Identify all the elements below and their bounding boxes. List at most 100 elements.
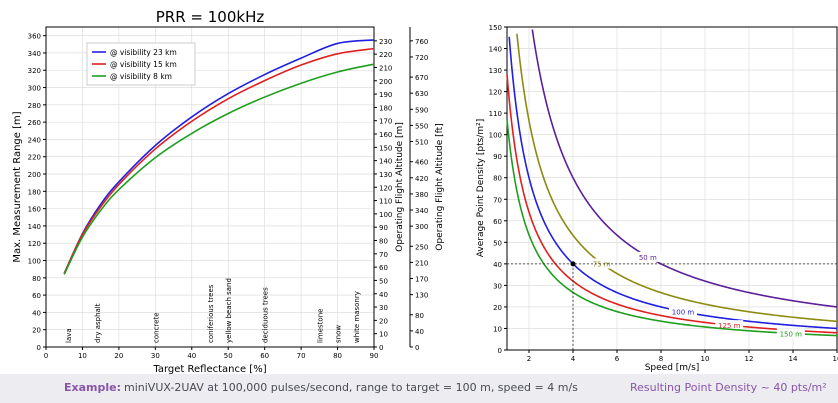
y-tick-label: 80 xyxy=(32,275,41,283)
density-curve xyxy=(531,29,838,308)
curve-label: 150 m xyxy=(780,330,803,338)
right-tick-label-m: 50 xyxy=(379,277,388,285)
y-tick-label: 100 xyxy=(28,258,41,266)
y-tick-label: 90 xyxy=(493,153,502,161)
curve-label: 125 m xyxy=(718,322,741,330)
right-tick-label-m: 110 xyxy=(379,198,392,206)
right-tick-label-m: 100 xyxy=(379,211,392,219)
right-tick-label-ft: 510 xyxy=(415,139,428,147)
right-tick-label-ft: 0 xyxy=(415,344,419,352)
y-tick-label: 0 xyxy=(498,347,502,355)
y-tick-label: 100 xyxy=(489,132,502,140)
right-tick-label-ft: 550 xyxy=(415,122,428,130)
surface-label: dry asphalt xyxy=(94,303,102,343)
y-tick-label: 140 xyxy=(489,46,502,54)
right-y-axis-label: Average Point Density [pts/m²] xyxy=(476,119,486,257)
right-grid xyxy=(507,26,838,351)
x-tick-label: 2 xyxy=(527,355,531,363)
right-tick-label-m: 220 xyxy=(379,51,392,59)
y-tick-label: 60 xyxy=(493,218,502,226)
surface-label: coniferious trees xyxy=(207,284,215,343)
y-tick-label: 40 xyxy=(493,261,502,269)
x-tick-label: 40 xyxy=(187,352,196,360)
right-tick-label-m: 40 xyxy=(379,291,388,299)
example-label: Example: xyxy=(64,381,121,394)
right-tick-label-m: 10 xyxy=(379,331,388,339)
right-tick-label-ft: 720 xyxy=(415,54,428,62)
right-tick-label-m: 210 xyxy=(379,64,392,72)
surface-label: white masonry xyxy=(353,291,361,343)
y-tick-label: 30 xyxy=(493,282,502,290)
left-series xyxy=(63,39,375,275)
right-tick-label-ft: 210 xyxy=(415,259,428,267)
surface-label: lava xyxy=(65,328,73,343)
y-tick-label: 220 xyxy=(28,154,41,162)
y-tick-label: 300 xyxy=(28,85,41,93)
y-tick-label: 40 xyxy=(32,309,41,317)
right-tick-label-m: 30 xyxy=(379,304,388,312)
right-tick-label-m: 200 xyxy=(379,78,392,86)
curve-label: 100 m xyxy=(672,309,695,317)
right-tick-label-ft: 630 xyxy=(415,90,428,98)
right-tick-label-m: 160 xyxy=(379,131,392,139)
right-x-ticks: 2 4 6 8 10 12 14 16 xyxy=(527,350,838,363)
right-tick-label-m: 120 xyxy=(379,184,392,192)
surface-label: yellow beach sand xyxy=(225,278,233,343)
surface-label: deciduous trees xyxy=(262,287,270,343)
series-line xyxy=(63,39,375,274)
example-bar xyxy=(0,374,838,403)
left-x-ticks: 0 10 20 30 40 50 60 70 80 90 xyxy=(44,347,379,360)
right-axis-label-ft: Operating Flight Altitude [ft] xyxy=(435,123,445,250)
right-tick-label-m: 230 xyxy=(379,38,392,46)
y-tick-label: 120 xyxy=(28,240,41,248)
x-tick-label: 0 xyxy=(44,352,48,360)
surface-label: concrete xyxy=(152,313,160,344)
y-tick-label: 280 xyxy=(28,102,41,110)
curve-label-bg xyxy=(776,328,805,339)
y-tick-label: 140 xyxy=(28,223,41,231)
y-tick-label: 20 xyxy=(32,327,41,335)
x-tick-label: 80 xyxy=(333,352,342,360)
density-curve xyxy=(506,119,838,337)
x-tick-label: 12 xyxy=(745,355,754,363)
x-tick-label: 70 xyxy=(297,352,306,360)
y-tick-label: 60 xyxy=(32,292,41,300)
right-tick-label-m: 70 xyxy=(379,251,388,259)
y-tick-label: 20 xyxy=(493,304,502,312)
x-tick-label: 90 xyxy=(370,352,379,360)
y-tick-label: 240 xyxy=(28,136,41,144)
left-y-axis-label: Max. Measurement Range [m] xyxy=(12,111,23,262)
x-tick-label: 20 xyxy=(114,352,123,360)
x-tick-label: 4 xyxy=(571,355,576,363)
right-tick-label-m: 170 xyxy=(379,118,392,126)
left-chart: PRR = 100kHz 020406080100120140160180200… xyxy=(12,8,445,375)
x-tick-label: 10 xyxy=(78,352,87,360)
right-tick-label-ft: 170 xyxy=(415,276,428,284)
charts-svg: PRR = 100kHz 020406080100120140160180200… xyxy=(12,8,838,375)
right-tick-label-ft: 460 xyxy=(415,159,428,167)
curve-label: 50 m xyxy=(639,254,657,262)
y-tick-label: 200 xyxy=(28,171,41,179)
result-text: Resulting Point Density ~ 40 pts/m² xyxy=(630,381,827,394)
x-tick-label: 6 xyxy=(615,355,620,363)
right-tick-label-m: 90 xyxy=(379,224,388,232)
y-tick-label: 150 xyxy=(489,24,502,32)
right-tick-label-m: 190 xyxy=(379,91,392,99)
left-x-axis-label: Target Reflectance [%] xyxy=(152,364,266,374)
right-tick-label-ft: 250 xyxy=(415,243,428,251)
right-y-ticks: 0 10 20 30 40 50 60 70 80 90 100 110 120 130 140 150 xyxy=(489,24,507,355)
right-tick-label-ft: 340 xyxy=(415,207,428,215)
right-tick-label-m: 130 xyxy=(379,171,392,179)
y-tick-label: 0 xyxy=(37,344,41,352)
x-tick-label: 16 xyxy=(833,355,838,363)
right-tick-label-ft: 420 xyxy=(415,175,428,183)
right-tick-label-m: 20 xyxy=(379,317,388,325)
y-tick-label: 340 xyxy=(28,50,41,58)
right-tick-label-ft: 130 xyxy=(415,292,428,300)
x-tick-label: 8 xyxy=(659,355,663,363)
y-tick-label: 110 xyxy=(489,110,502,118)
legend-entry: @ visibility 23 km xyxy=(110,48,177,57)
chart-title: PRR = 100kHz xyxy=(156,8,265,26)
right-tick-label-ft: 760 xyxy=(415,38,428,46)
right-series: 50 m 75 m 100 m 125 m 150 m xyxy=(506,29,838,339)
